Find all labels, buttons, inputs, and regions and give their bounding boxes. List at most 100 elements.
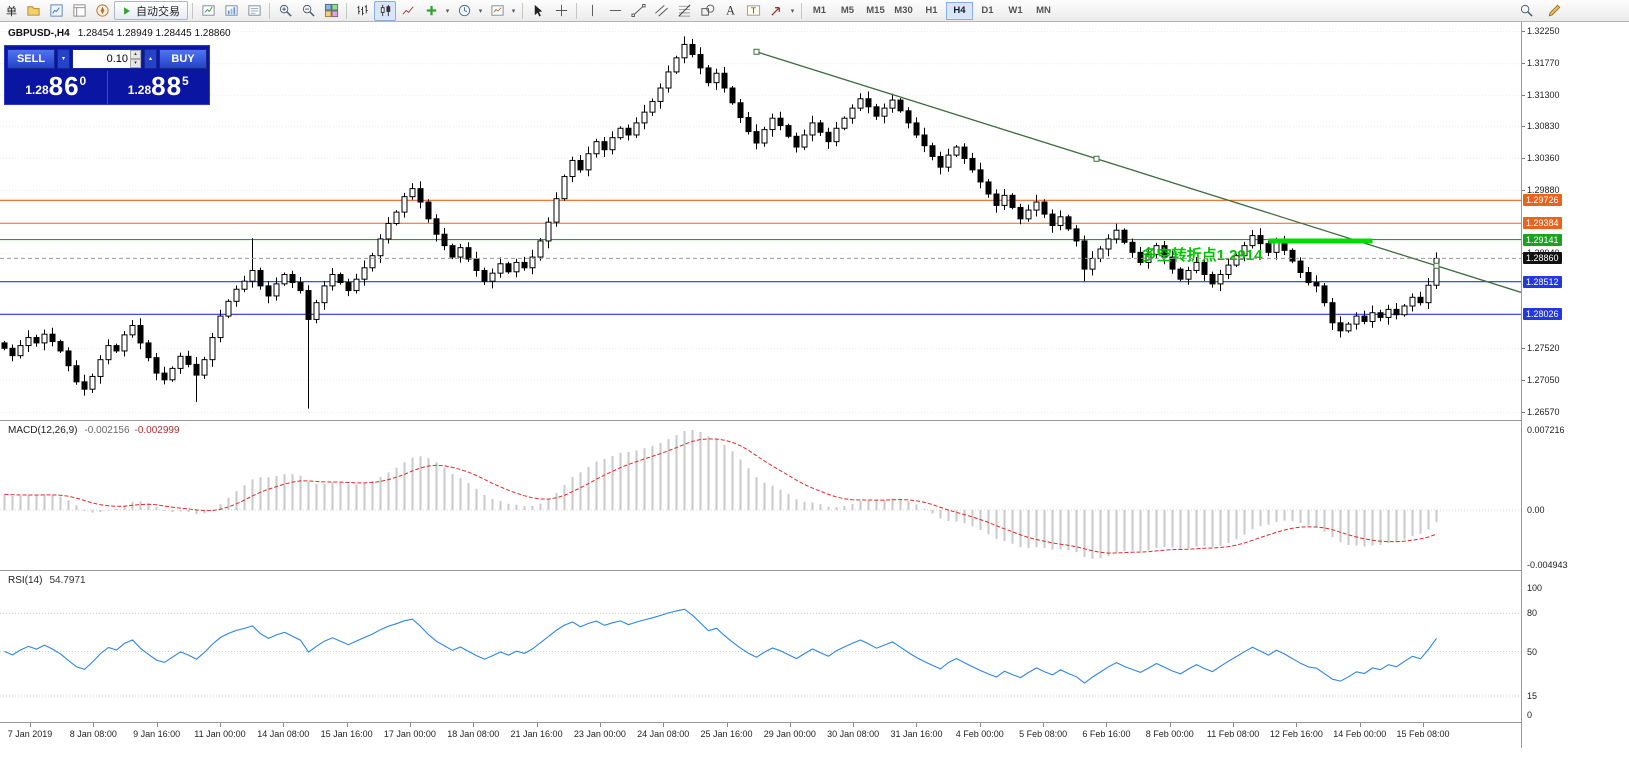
tf-h1-button[interactable]: H1	[918, 2, 945, 20]
lot-increase-button[interactable]: ▴	[130, 49, 141, 59]
macd-histogram-bar	[907, 501, 910, 510]
vertical-line-icon[interactable]	[581, 1, 603, 21]
tf-m5-button[interactable]: M5	[834, 2, 861, 20]
candle-body	[921, 134, 928, 147]
zoom-out-icon[interactable]	[297, 1, 319, 21]
macd-histogram-bar	[339, 482, 342, 510]
macd-signal-line	[4, 438, 1437, 554]
trendline-handle[interactable]	[1433, 262, 1440, 269]
indicators-icon[interactable]	[420, 1, 442, 21]
main-chart-panel[interactable]: 多空转折点1.2914 GBPUSD-,H4 1.28454 1.28949 1.…	[0, 22, 1521, 421]
candle-body	[1313, 282, 1320, 287]
price-tick-label: 1.31770	[1527, 58, 1560, 69]
fibonacci-icon[interactable]	[673, 1, 695, 21]
candlestick-chart[interactable]: 多空转折点1.2914	[0, 22, 1521, 421]
indicators-caret-icon[interactable]: ▾	[445, 7, 450, 15]
sell-price-display[interactable]: 1.28 86 0	[25, 71, 87, 101]
shapes-icon[interactable]	[696, 1, 718, 21]
candlestick-chart-icon[interactable]	[374, 0, 396, 21]
time-axis[interactable]: 7 Jan 2019 8 Jan 08:00 9 Jan 16:00 11 Jan 0…	[0, 723, 1629, 747]
time-tick-mark	[789, 723, 791, 727]
templates-icon[interactable]	[486, 1, 508, 21]
macd-histogram-bar	[187, 510, 190, 513]
profiles-icon[interactable]	[22, 1, 44, 21]
macd-histogram-bar	[1027, 510, 1030, 549]
time-tick-mark	[93, 723, 95, 727]
tf-h4-button[interactable]: H4	[946, 1, 973, 20]
candle-body	[457, 247, 464, 258]
lot-size-input[interactable]	[73, 49, 130, 68]
arrows-icon[interactable]	[765, 1, 787, 21]
buy-button[interactable]: BUY	[159, 48, 207, 69]
rsi-panel[interactable]	[0, 571, 1521, 723]
macd-histogram-bar	[947, 510, 950, 521]
templates-caret-icon[interactable]: ▾	[511, 7, 516, 15]
new-chart-icon[interactable]	[197, 1, 219, 21]
descending-trendline[interactable]	[756, 51, 1522, 293]
cursor-icon[interactable]	[527, 1, 549, 21]
price-axis[interactable]: 1.32250 1.31770 1.31300 1.30830 1.30360 1.298…	[1521, 22, 1629, 748]
text-icon[interactable]: A	[719, 1, 741, 21]
bar-chart-icon[interactable]	[351, 1, 373, 21]
market-watch-icon[interactable]	[45, 1, 67, 21]
macd-histogram-bar	[971, 510, 974, 527]
macd-histogram-bar	[35, 495, 38, 510]
candle-body	[313, 302, 320, 320]
chart-profiles-icon[interactable]	[220, 1, 242, 21]
macd-histogram-bar	[1203, 510, 1206, 547]
candle-body	[993, 193, 1000, 206]
text-label-icon[interactable]: T	[742, 1, 764, 21]
search-icon[interactable]	[1515, 1, 1537, 21]
rsi-plot[interactable]	[0, 571, 1521, 723]
zoom-in-icon[interactable]	[274, 1, 296, 21]
tf-d1-button[interactable]: D1	[974, 2, 1001, 20]
tf-m15-button[interactable]: M15	[862, 2, 889, 20]
macd-histogram-bar	[1123, 510, 1126, 552]
tf-w1-button[interactable]: W1	[1002, 2, 1029, 20]
horizontal-line-icon[interactable]	[604, 1, 626, 21]
periods-icon[interactable]	[453, 1, 475, 21]
crosshair-icon[interactable]	[550, 1, 572, 21]
time-label: 11 Jan 00:00	[194, 729, 246, 739]
sell-caret-down-icon[interactable]: ▾	[57, 48, 70, 69]
sell-button[interactable]: SELL	[7, 48, 55, 69]
lot-decrease-button[interactable]: ▾	[130, 58, 141, 68]
macd-histogram-bar	[579, 472, 582, 510]
macd-plot[interactable]	[0, 421, 1521, 571]
periods-caret-icon[interactable]: ▾	[478, 7, 483, 15]
macd-histogram-bar	[443, 467, 446, 510]
macd-histogram-bar	[1171, 510, 1174, 548]
autotrading-button[interactable]: 自动交易	[114, 1, 188, 20]
time-tick-mark	[1423, 723, 1425, 727]
time-tick-mark	[853, 723, 855, 727]
candle-body	[473, 258, 480, 271]
arrows-caret-icon[interactable]: ▾	[790, 7, 795, 15]
edit-icon[interactable]	[1543, 1, 1565, 21]
line-chart-icon[interactable]	[397, 1, 419, 21]
macd-histogram-bar	[1035, 510, 1038, 548]
time-tick-mark	[979, 723, 981, 727]
buy-caret-up-icon[interactable]: ▴	[144, 48, 157, 69]
candle-body	[1, 342, 8, 349]
buy-price-display[interactable]: 1.28 88 5	[127, 71, 189, 101]
turning-point-annotation[interactable]: 多空转折点1.2914	[1142, 246, 1264, 264]
macd-panel[interactable]	[0, 421, 1521, 571]
candle-body	[1233, 255, 1240, 266]
tf-m1-button[interactable]: M1	[806, 2, 833, 20]
macd-histogram-bar	[1275, 510, 1278, 522]
trendline-icon[interactable]	[627, 1, 649, 21]
tile-windows-icon[interactable]	[320, 1, 342, 21]
macd-histogram-bar	[1163, 510, 1166, 548]
trendline-handle[interactable]	[753, 48, 760, 55]
navigator-icon[interactable]	[91, 1, 113, 21]
trendline-handle[interactable]	[1093, 155, 1100, 162]
tf-m30-button[interactable]: M30	[890, 2, 917, 20]
new-order-button[interactable]: 单	[2, 1, 21, 21]
candle-body	[225, 300, 232, 317]
chart-list-icon[interactable]	[243, 1, 265, 21]
data-window-icon[interactable]	[68, 1, 90, 21]
macd-histogram-bar	[1067, 510, 1070, 551]
tf-mn-button[interactable]: MN	[1030, 2, 1057, 20]
equidistant-channel-icon[interactable]	[650, 1, 672, 21]
candle-body	[1081, 240, 1088, 270]
